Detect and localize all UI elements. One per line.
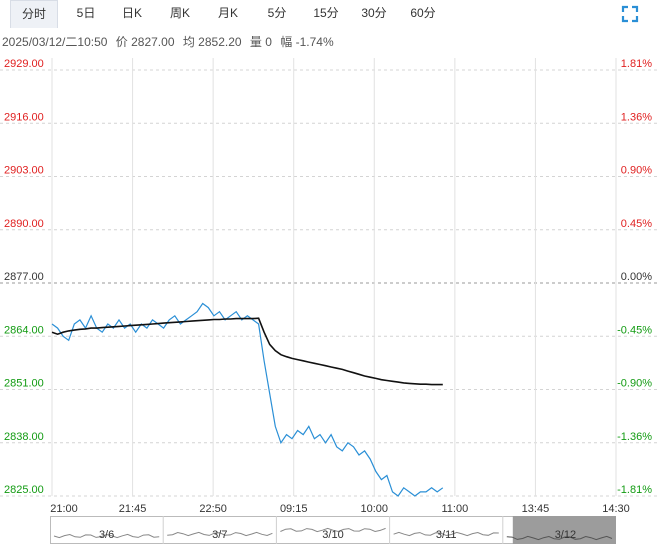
- x-tick: 13:45: [522, 503, 550, 514]
- quote-info-bar: 2025/03/12/二10:50 价 2827.00 均 2852.20 量 …: [2, 33, 339, 50]
- tab-0[interactable]: 分时: [10, 0, 58, 28]
- y-tick-right: 1.36%: [621, 111, 652, 123]
- navigator-date-label: 3/11: [436, 529, 457, 541]
- x-tick: 22:50: [199, 503, 227, 514]
- x-tick: 21:00: [50, 503, 78, 514]
- y-tick-right: 1.81%: [621, 58, 652, 70]
- x-tick: 21:45: [119, 503, 147, 514]
- price-line: [51, 302, 444, 497]
- x-tick: 11:00: [441, 503, 468, 514]
- date-navigator[interactable]: 3/6 3/7 3/10 3/11 3/12: [50, 516, 616, 544]
- average-line: [51, 317, 443, 386]
- y-tick-left: 2929.00: [4, 58, 44, 70]
- intraday-chart-svg: 2929.00 1.81% 2916.00 1.36% 2903.00 0.90% 2890…: [0, 58, 657, 515]
- date-navigator-svg: 3/6 3/7 3/10 3/11 3/12: [50, 516, 616, 544]
- tab-7[interactable]: 30分: [361, 6, 387, 20]
- tab-5[interactable]: 5分: [267, 6, 287, 20]
- y-tick-right: -0.90%: [617, 378, 652, 390]
- x-tick: 09:15: [280, 503, 308, 514]
- y-tick-left: 2877.00: [4, 271, 44, 283]
- y-tick-left: 2890.00: [4, 218, 44, 230]
- tab-8[interactable]: 60分: [410, 6, 436, 20]
- quote-change: 幅 -1.74%: [280, 35, 334, 49]
- tab-4[interactable]: 月K: [217, 6, 238, 20]
- navigator-sparkline: [53, 533, 160, 539]
- y-tick-right: 0.00%: [621, 271, 652, 283]
- fullscreen-icon[interactable]: [620, 4, 640, 24]
- y-tick-left: 2903.00: [4, 165, 44, 177]
- navigator-selection: [512, 516, 616, 544]
- y-tick-left: 2838.00: [4, 431, 44, 443]
- quote-average: 均 2852.20: [182, 35, 242, 49]
- tab-6[interactable]: 15分: [313, 6, 339, 20]
- y-tick-left: 2916.00: [4, 111, 44, 123]
- tab-1[interactable]: 5日: [76, 6, 96, 20]
- navigator-date-label: 3/10: [322, 529, 343, 541]
- navigator-date-label: 3/12: [555, 529, 576, 541]
- y-tick-right: 0.45%: [621, 218, 652, 230]
- y-tick-right: -0.45%: [617, 324, 652, 336]
- navigator-sparkline: [280, 527, 386, 533]
- intraday-chart[interactable]: 2929.00 1.81% 2916.00 1.36% 2903.00 0.90% 2890…: [0, 58, 657, 515]
- quote-datetime: 2025/03/12/二10:50: [2, 35, 108, 49]
- y-tick-right: 0.90%: [621, 165, 652, 177]
- quote-volume: 量 0: [249, 35, 272, 49]
- navigator-date-label: 3/7: [212, 529, 227, 541]
- navigator-sparkline: [393, 531, 499, 537]
- tab-2[interactable]: 日K: [121, 6, 142, 20]
- navigator-sparkline: [167, 531, 273, 537]
- tab-3[interactable]: 周K: [169, 6, 190, 20]
- y-tick-left: 2864.00: [4, 324, 44, 336]
- x-tick: 10:00: [361, 503, 389, 514]
- navigator-date-label: 3/6: [99, 529, 114, 541]
- x-tick: 14:30: [602, 503, 630, 514]
- quote-price: 价 2827.00: [115, 35, 175, 49]
- y-tick-right: -1.36%: [617, 431, 652, 443]
- y-tick-left: 2851.00: [4, 378, 44, 390]
- navigator-sparkline: [506, 535, 613, 541]
- y-tick-right: -1.81%: [617, 484, 652, 496]
- y-tick-left: 2825.00: [4, 484, 44, 496]
- chart-period-tabs: 分时 5日 日K 周K 月K 5分 15分 30分 60分: [0, 0, 657, 28]
